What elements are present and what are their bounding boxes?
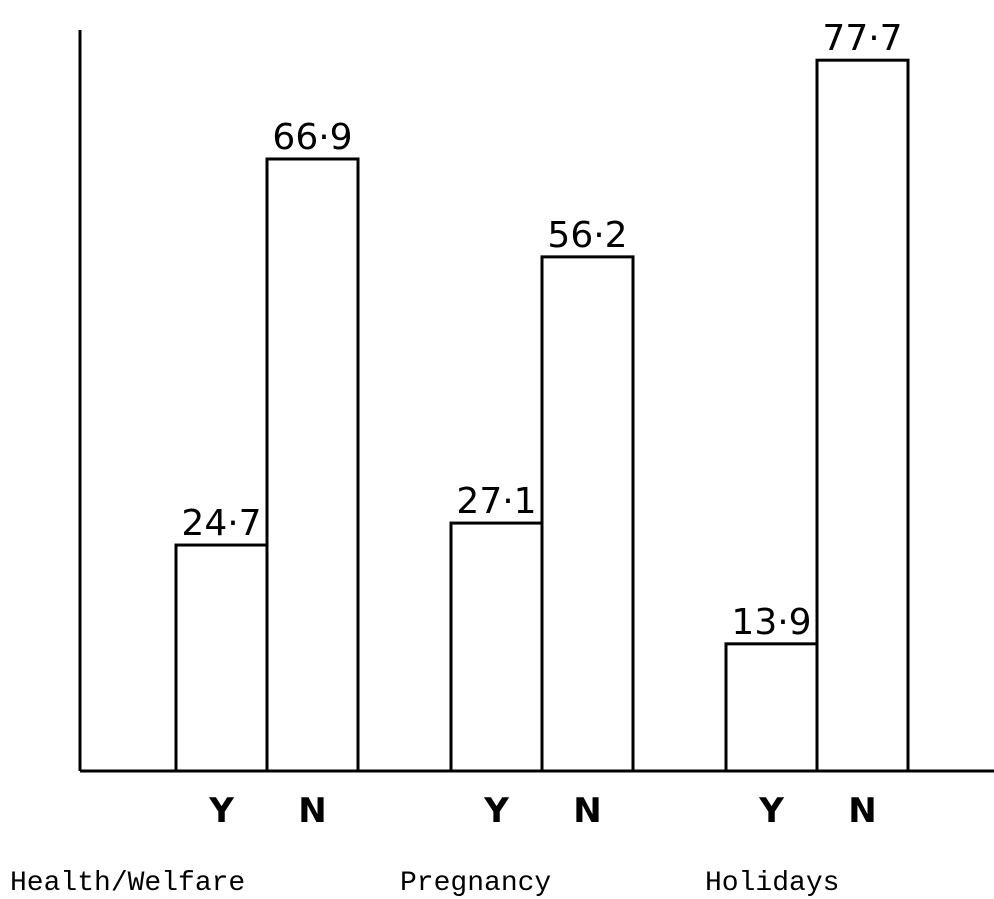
data-label: 66·9 (272, 117, 352, 158)
series-label: Y (758, 791, 784, 831)
bar (815, 58, 910, 773)
x-tick-label: Health/Welfare (10, 868, 245, 899)
data-label: 56·2 (547, 215, 627, 256)
data-label: 27·1 (456, 481, 536, 522)
bar (540, 255, 635, 773)
data-label: 13·9 (731, 602, 811, 643)
bar (724, 642, 819, 773)
series-label: Y (483, 791, 509, 831)
x-tick-label: Holidays (705, 868, 839, 899)
series-label: N (298, 791, 326, 831)
bar (265, 157, 360, 773)
data-label: 24·7 (181, 503, 261, 544)
bar (174, 543, 269, 773)
series-label: Y (208, 791, 234, 831)
x-tick-label: Pregnancy (400, 868, 551, 899)
data-label: 77·7 (822, 18, 902, 59)
bar (449, 521, 544, 773)
series-label: N (848, 791, 876, 831)
series-label: N (573, 791, 601, 831)
